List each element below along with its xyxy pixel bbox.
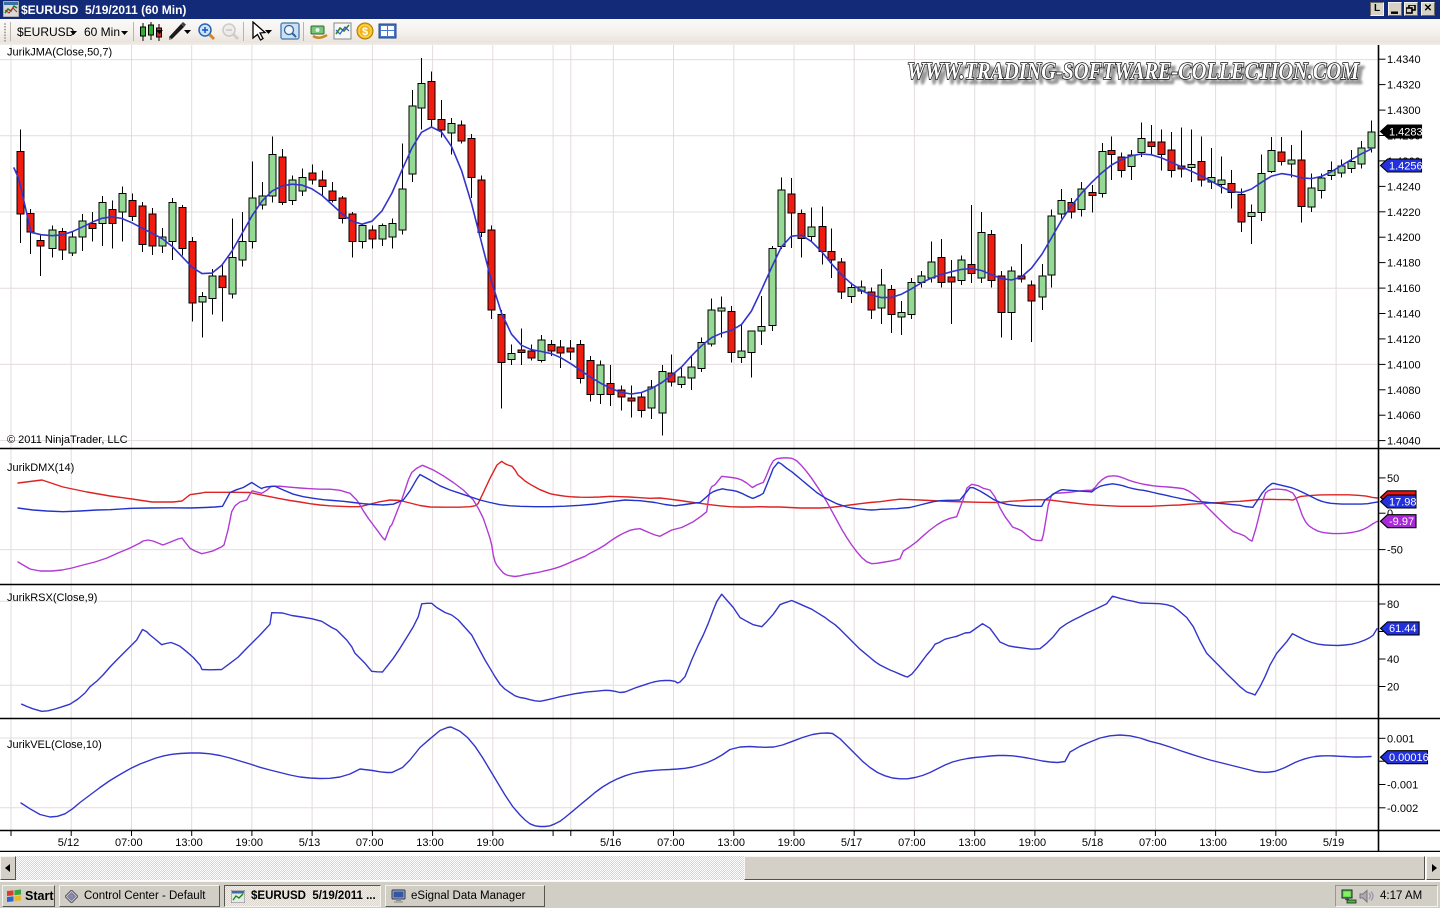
svg-text:WWW.TRADING-SOFTWARE-COLLECTIO: WWW.TRADING-SOFTWARE-COLLECTION.COM: [907, 59, 1360, 85]
svg-text:13:00: 13:00: [416, 837, 444, 849]
svg-text:13:00: 13:00: [1199, 837, 1227, 849]
svg-text:1.4200: 1.4200: [1387, 232, 1421, 244]
svg-text:80: 80: [1387, 599, 1399, 611]
svg-text:1.4060: 1.4060: [1387, 410, 1421, 422]
svg-text:61.44: 61.44: [1389, 623, 1417, 635]
svg-text:17.98: 17.98: [1389, 496, 1417, 508]
svg-text:07:00: 07:00: [1139, 837, 1167, 849]
svg-text:1.4180: 1.4180: [1387, 258, 1421, 270]
svg-text:1.4220: 1.4220: [1387, 207, 1421, 219]
svg-text:1.4080: 1.4080: [1387, 385, 1421, 397]
svg-text:19:00: 19:00: [235, 837, 263, 849]
svg-text:© 2011 NinjaTrader, LLC: © 2011 NinjaTrader, LLC: [7, 434, 128, 446]
svg-text:1.4256: 1.4256: [1389, 160, 1423, 172]
svg-text:1.4300: 1.4300: [1387, 105, 1421, 117]
svg-text:13:00: 13:00: [958, 837, 986, 849]
svg-text:40: 40: [1387, 654, 1399, 666]
svg-text:13:00: 13:00: [175, 837, 203, 849]
svg-text:07:00: 07:00: [115, 837, 143, 849]
svg-text:07:00: 07:00: [898, 837, 926, 849]
svg-text:19:00: 19:00: [476, 837, 504, 849]
svg-text:-50: -50: [1387, 545, 1403, 557]
svg-text:19:00: 19:00: [778, 837, 806, 849]
svg-text:1.4040: 1.4040: [1387, 436, 1421, 448]
svg-text:0.00016: 0.00016: [1389, 752, 1429, 764]
svg-text:13:00: 13:00: [717, 837, 745, 849]
svg-text:5/13: 5/13: [299, 837, 320, 849]
svg-text:JurikRSX(Close,9): JurikRSX(Close,9): [7, 592, 97, 604]
svg-text:5/16: 5/16: [600, 837, 621, 849]
svg-text:JurikJMA(Close,50,7): JurikJMA(Close,50,7): [7, 47, 112, 59]
svg-text:0.001: 0.001: [1387, 733, 1415, 745]
svg-text:WWW.TRADING-SOFTWARE-COLLECTIO: WWW.TRADING-SOFTWARE-COLLECTION.COM: [911, 63, 1364, 89]
svg-text:07:00: 07:00: [657, 837, 685, 849]
svg-text:1.4283: 1.4283: [1389, 126, 1423, 138]
svg-text:$: $: [362, 26, 368, 38]
svg-text:19:00: 19:00: [1260, 837, 1288, 849]
svg-text:1.4240: 1.4240: [1387, 181, 1421, 193]
svg-text:JurikDMX(14): JurikDMX(14): [7, 462, 74, 474]
svg-text:-0.001: -0.001: [1387, 780, 1418, 792]
svg-text:1.4140: 1.4140: [1387, 309, 1421, 321]
svg-text:5/18: 5/18: [1082, 837, 1103, 849]
svg-text:-9.97: -9.97: [1389, 516, 1414, 528]
svg-text:50: 50: [1387, 473, 1399, 485]
svg-text:JurikVEL(Close,10): JurikVEL(Close,10): [7, 739, 102, 751]
svg-text:1.4320: 1.4320: [1387, 80, 1421, 92]
svg-text:1.4160: 1.4160: [1387, 283, 1421, 295]
svg-text:20: 20: [1387, 682, 1399, 694]
svg-text:1.4340: 1.4340: [1387, 54, 1421, 66]
svg-text:1.4120: 1.4120: [1387, 334, 1421, 346]
svg-text:-0.002: -0.002: [1387, 803, 1418, 815]
svg-text:07:00: 07:00: [356, 837, 384, 849]
svg-text:19:00: 19:00: [1019, 837, 1047, 849]
svg-text:5/17: 5/17: [841, 837, 862, 849]
svg-text:5/19: 5/19: [1323, 837, 1344, 849]
svg-text:1.4100: 1.4100: [1387, 359, 1421, 371]
svg-text:5/12: 5/12: [58, 837, 79, 849]
